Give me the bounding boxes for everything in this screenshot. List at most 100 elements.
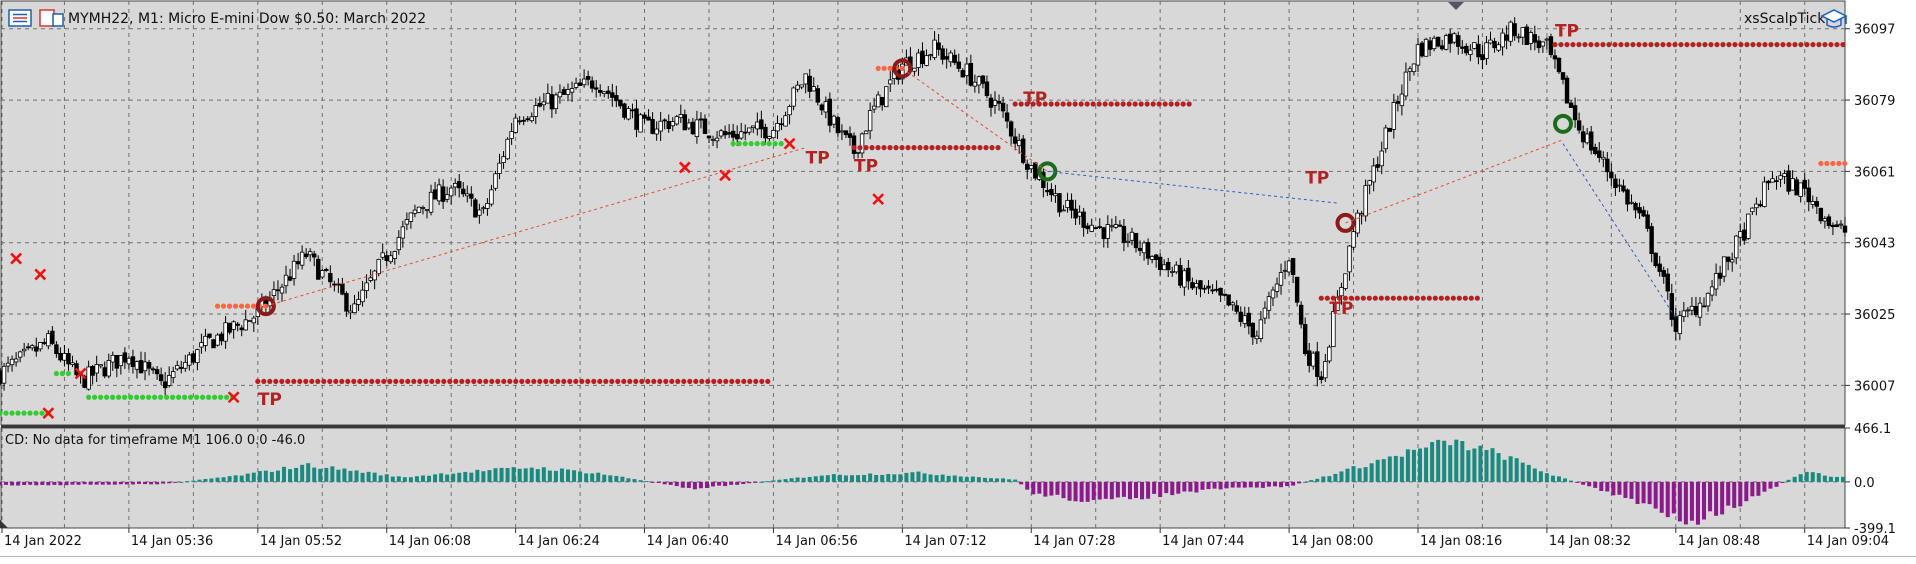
chart-shift-marker-icon[interactable] [1448, 2, 1464, 10]
candle-bearish [158, 374, 164, 382]
take-profit-level-dot [1762, 41, 1768, 48]
main-plot-area[interactable] [0, 0, 1846, 426]
candle-bullish [428, 191, 434, 213]
candle-bullish [307, 251, 313, 256]
cd-bar-negative [747, 481, 752, 484]
candle-bullish [1077, 211, 1082, 217]
cd-bar-positive [547, 470, 552, 482]
cd-bar-positive [995, 478, 1000, 482]
take-profit-level-dot [1372, 295, 1378, 301]
candle-bearish [952, 54, 957, 64]
take-profit-level-dot [1138, 101, 1144, 107]
cd-bar-positive [1345, 468, 1350, 482]
take-profit-level-dot [537, 378, 543, 385]
candle-bearish [1238, 311, 1243, 322]
candle-bullish [416, 206, 422, 213]
candle-bullish [1709, 286, 1715, 296]
candle-bullish [1359, 213, 1364, 216]
cd-bar-positive [1478, 445, 1483, 482]
take-profit-level-dot [1822, 41, 1828, 48]
candle-bullish [271, 289, 277, 296]
take-profit-level-dot [1576, 41, 1582, 48]
buy-entry-dot [760, 141, 766, 147]
candle-bullish [183, 361, 188, 369]
take-profit-level-dot [1708, 41, 1714, 48]
candle-bearish [1548, 36, 1554, 56]
sell-entry-dot [899, 65, 905, 71]
candle-bearish [1093, 227, 1098, 230]
candle-bearish [835, 117, 841, 134]
candle-bearish [1665, 273, 1670, 292]
cd-bar-positive [1834, 476, 1839, 482]
cd-bar-positive [1351, 466, 1356, 482]
cd-bar-negative [1182, 481, 1187, 492]
take-profit-level-dot [675, 378, 681, 385]
symbol-chart-icon[interactable] [39, 9, 64, 27]
cd-bar-negative [1043, 481, 1048, 497]
candle-bullish [811, 86, 816, 92]
candle-bearish [25, 346, 31, 349]
graduation-cap-icon[interactable] [1820, 9, 1848, 28]
cd-bar-negative [1279, 481, 1284, 488]
buy-entry-dot [122, 394, 128, 400]
take-profit-level-dot [531, 378, 537, 385]
candle-bullish [884, 86, 889, 108]
take-profit-level-dot [1726, 41, 1732, 48]
candle-bullish [1415, 44, 1421, 66]
take-profit-level-dot [543, 378, 549, 385]
take-profit-level-dot [1360, 295, 1366, 301]
candle-bullish [1508, 21, 1513, 42]
take-profit-level-dot [1600, 41, 1606, 48]
take-profit-level-dot [273, 378, 279, 385]
cd-bar-positive [868, 473, 873, 482]
candle-bullish [1230, 302, 1235, 306]
cd-bar-negative [1665, 481, 1670, 518]
candle-bearish [1012, 136, 1018, 144]
take-profit-level-dot [1186, 101, 1192, 107]
cd-bar-positive [372, 472, 377, 482]
price-tick-label: 36061 [1854, 165, 1895, 180]
candle-bullish [392, 251, 397, 259]
cd-bar-negative [741, 481, 746, 485]
take-profit-level-dot [597, 378, 603, 385]
candle-bearish [1307, 350, 1312, 366]
take-profit-level-dot [1738, 41, 1744, 48]
candle-bearish [461, 188, 466, 195]
chart-menu-icon[interactable] [8, 9, 32, 27]
cd-bar-positive [1816, 473, 1821, 482]
candle-bullish [932, 39, 937, 58]
cd-bar-negative [1152, 481, 1157, 494]
candle-bullish [654, 128, 659, 135]
candle-bullish [94, 364, 99, 374]
candle-bearish [1198, 280, 1203, 290]
cd-bar-negative [1176, 481, 1181, 494]
candle-bearish [1460, 46, 1465, 49]
take-profit-level-dot [1714, 41, 1720, 48]
trade-entry-marker [1037, 161, 1058, 182]
candle-bullish [320, 270, 325, 278]
cd-bar-negative [1714, 481, 1719, 516]
cd-bar-positive [1363, 467, 1368, 482]
candle-bullish [1347, 245, 1352, 273]
candle-bearish [1580, 131, 1586, 143]
candle-bullish [839, 130, 845, 133]
trade-entry-marker [1335, 212, 1356, 233]
cd-bar-positive [233, 475, 238, 482]
buy-entry-dot [158, 394, 164, 400]
buy-entry-dot [134, 394, 140, 400]
candle-bullish [1750, 207, 1755, 213]
candle-bearish [1178, 265, 1183, 286]
take-profit-level-dot [1756, 41, 1762, 48]
candle-bearish [996, 100, 1002, 104]
candle-bullish [106, 360, 111, 377]
buy-entry-dot [170, 394, 176, 400]
candle-bearish [1576, 120, 1582, 131]
take-profit-level-dot [741, 378, 747, 385]
cd-bar-negative [70, 481, 75, 485]
candle-bullish [1468, 49, 1473, 56]
candle-bullish [626, 108, 631, 120]
candle-bearish [1069, 199, 1074, 211]
candle-bearish [642, 114, 647, 119]
cd-bar-positive [831, 474, 836, 482]
